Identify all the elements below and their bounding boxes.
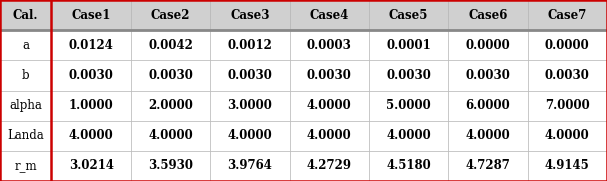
Bar — [527, 0, 607, 30]
Text: 0.0124: 0.0124 — [69, 39, 114, 52]
Text: 2.0000: 2.0000 — [148, 99, 193, 112]
Bar — [52, 121, 131, 151]
Bar — [449, 90, 527, 121]
Text: 0.0030: 0.0030 — [386, 69, 431, 82]
Text: Case2: Case2 — [151, 9, 190, 22]
Bar — [369, 30, 449, 60]
Text: 0.0030: 0.0030 — [545, 69, 590, 82]
Bar — [290, 30, 369, 60]
Text: Case1: Case1 — [72, 9, 111, 22]
Text: 0.0003: 0.0003 — [307, 39, 351, 52]
Text: 3.0214: 3.0214 — [69, 159, 114, 172]
Text: Cal.: Cal. — [13, 9, 38, 22]
Bar — [527, 90, 607, 121]
Bar — [0, 151, 52, 181]
Text: 1.0000: 1.0000 — [69, 99, 114, 112]
Bar — [0, 0, 52, 30]
Text: 0.0042: 0.0042 — [148, 39, 193, 52]
Text: 0.0001: 0.0001 — [386, 39, 431, 52]
Bar — [210, 151, 290, 181]
Text: 4.0000: 4.0000 — [307, 129, 351, 142]
Text: 0.0030: 0.0030 — [69, 69, 114, 82]
Bar — [131, 30, 210, 60]
Text: 6.0000: 6.0000 — [466, 99, 510, 112]
Bar — [52, 60, 131, 90]
Text: 4.0000: 4.0000 — [545, 129, 589, 142]
Text: Landa: Landa — [7, 129, 44, 142]
Text: 4.0000: 4.0000 — [69, 129, 114, 142]
Bar — [0, 121, 52, 151]
Text: 4.7287: 4.7287 — [466, 159, 510, 172]
Bar — [131, 121, 210, 151]
Bar — [52, 90, 131, 121]
Text: Case4: Case4 — [310, 9, 349, 22]
Text: 4.5180: 4.5180 — [386, 159, 431, 172]
Text: 3.0000: 3.0000 — [228, 99, 273, 112]
Bar — [290, 121, 369, 151]
Text: Case3: Case3 — [230, 9, 270, 22]
Bar — [449, 0, 527, 30]
Text: 4.0000: 4.0000 — [466, 129, 510, 142]
Bar — [449, 60, 527, 90]
Text: 4.0000: 4.0000 — [307, 99, 351, 112]
Bar — [131, 151, 210, 181]
Text: Case5: Case5 — [389, 9, 429, 22]
Bar — [527, 30, 607, 60]
Bar — [210, 90, 290, 121]
Text: 4.9145: 4.9145 — [545, 159, 589, 172]
Text: alpha: alpha — [9, 99, 42, 112]
Bar — [0, 30, 52, 60]
Bar — [210, 60, 290, 90]
Bar — [290, 60, 369, 90]
Bar — [369, 90, 449, 121]
Text: 0.0030: 0.0030 — [307, 69, 351, 82]
Bar — [449, 151, 527, 181]
Text: 0.0000: 0.0000 — [466, 39, 510, 52]
Bar — [0, 90, 52, 121]
Bar — [290, 151, 369, 181]
Bar — [449, 30, 527, 60]
Text: r_m: r_m — [15, 159, 37, 172]
Bar — [210, 30, 290, 60]
Bar — [369, 0, 449, 30]
Bar — [290, 90, 369, 121]
Bar — [0, 60, 52, 90]
Text: 0.0000: 0.0000 — [545, 39, 589, 52]
Bar — [369, 151, 449, 181]
Bar — [527, 151, 607, 181]
Bar — [527, 60, 607, 90]
Text: 4.0000: 4.0000 — [228, 129, 273, 142]
Text: 4.0000: 4.0000 — [386, 129, 431, 142]
Bar — [131, 60, 210, 90]
Bar — [527, 121, 607, 151]
Text: 0.0030: 0.0030 — [148, 69, 193, 82]
Text: 0.0030: 0.0030 — [466, 69, 510, 82]
Text: 0.0012: 0.0012 — [228, 39, 273, 52]
Bar — [52, 151, 131, 181]
Text: 5.0000: 5.0000 — [386, 99, 431, 112]
Bar — [449, 121, 527, 151]
Text: 0.0030: 0.0030 — [228, 69, 273, 82]
Text: Case7: Case7 — [548, 9, 587, 22]
Text: Case6: Case6 — [468, 9, 507, 22]
Bar — [210, 0, 290, 30]
Bar — [369, 121, 449, 151]
Text: b: b — [22, 69, 30, 82]
Bar — [131, 90, 210, 121]
Bar — [131, 0, 210, 30]
Bar — [290, 0, 369, 30]
Bar — [210, 121, 290, 151]
Bar — [369, 60, 449, 90]
Text: 3.9764: 3.9764 — [228, 159, 273, 172]
Bar — [52, 30, 131, 60]
Text: 4.0000: 4.0000 — [148, 129, 193, 142]
Text: 3.5930: 3.5930 — [148, 159, 193, 172]
Text: 4.2729: 4.2729 — [307, 159, 351, 172]
Text: 7.0000: 7.0000 — [545, 99, 589, 112]
Bar — [52, 0, 131, 30]
Text: a: a — [22, 39, 29, 52]
